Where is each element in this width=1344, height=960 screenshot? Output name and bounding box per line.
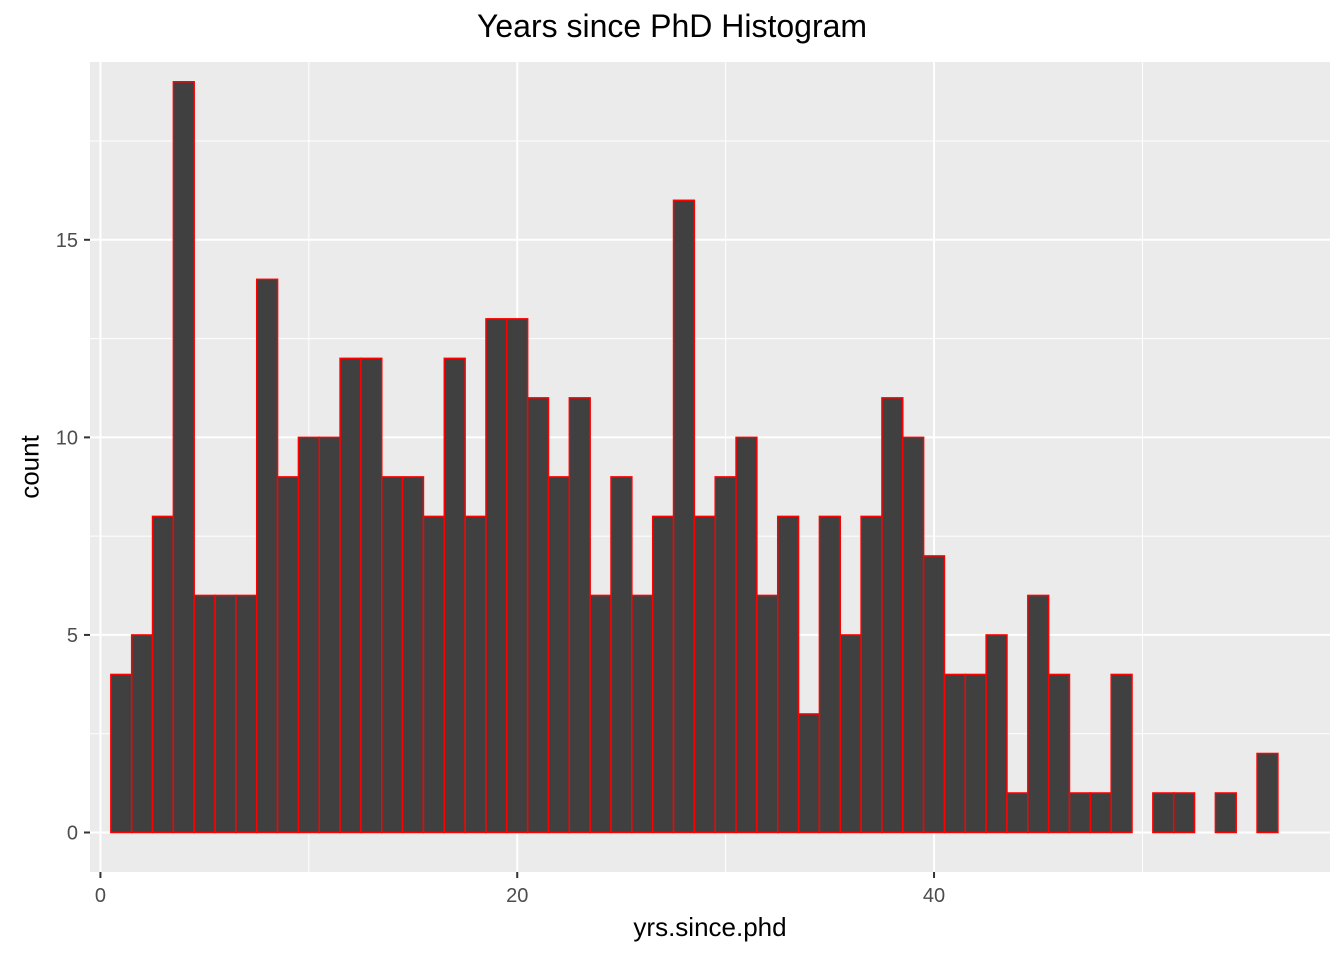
histogram-bar	[464, 515, 487, 834]
histogram-bar	[422, 515, 446, 834]
x-axis-title: yrs.since.phd	[633, 912, 787, 942]
histogram-bar	[1256, 752, 1279, 834]
histogram-bar	[1027, 594, 1050, 834]
y-tick-label: 5	[67, 625, 78, 647]
histogram-bar	[776, 515, 800, 834]
histogram-bar	[485, 318, 508, 834]
histogram-bar	[1110, 673, 1133, 834]
histogram-bar	[1047, 673, 1071, 834]
histogram-bar	[943, 673, 967, 834]
histogram-bar	[922, 555, 946, 834]
histogram-bar	[839, 634, 862, 834]
histogram-bar	[339, 357, 362, 834]
y-tick-label: 0	[67, 822, 78, 844]
histogram-bar	[714, 476, 737, 834]
y-tick-label: 10	[56, 427, 78, 449]
histogram-bar	[651, 515, 675, 834]
histogram-bar	[568, 397, 591, 834]
histogram-bar	[381, 476, 404, 834]
histogram-bar	[151, 515, 175, 834]
histogram-bar	[797, 713, 821, 834]
histogram-bar	[172, 81, 195, 834]
histogram-bar	[589, 594, 612, 834]
histogram-bar	[547, 476, 571, 834]
histogram-bar	[255, 278, 279, 834]
histogram-bar	[443, 357, 466, 834]
histogram-bar	[318, 436, 341, 834]
histogram-bar	[235, 594, 258, 834]
histogram-bar	[1089, 792, 1112, 834]
histogram-bar	[110, 673, 133, 834]
histogram-bar	[1068, 792, 1092, 834]
histogram-bar	[693, 515, 716, 834]
histogram-bar	[214, 594, 237, 834]
histogram-bar	[964, 673, 987, 834]
histogram-bar	[506, 318, 529, 834]
histogram-bar	[130, 634, 154, 834]
histogram-bar	[401, 476, 425, 834]
histogram-bar	[672, 199, 696, 834]
x-tick-label: 0	[95, 885, 106, 907]
histogram-bar	[881, 397, 904, 834]
histogram-bar	[818, 515, 842, 834]
histogram-bar	[297, 436, 320, 834]
histogram-bar	[756, 594, 779, 834]
y-tick-label: 15	[56, 230, 78, 252]
histogram-bar	[276, 476, 300, 834]
histogram-bar	[1006, 792, 1029, 834]
chart-title: Years since PhD Histogram	[476, 8, 868, 44]
histogram-bar	[193, 594, 216, 834]
histogram-bar	[610, 476, 633, 834]
histogram-bar	[860, 515, 883, 834]
histogram-bar	[1172, 792, 1196, 834]
histogram-bar	[1152, 792, 1175, 834]
y-axis-title: count	[14, 435, 45, 499]
x-tick-label: 40	[923, 885, 945, 907]
histogram-bar	[631, 594, 654, 834]
histogram-bar	[985, 634, 1008, 834]
histogram-bar	[360, 357, 383, 834]
histogram-bar	[526, 397, 550, 834]
histogram-bar	[735, 436, 758, 834]
histogram-bar	[902, 436, 925, 834]
histogram-bar	[1214, 792, 1237, 834]
x-tick-label: 20	[506, 885, 528, 907]
